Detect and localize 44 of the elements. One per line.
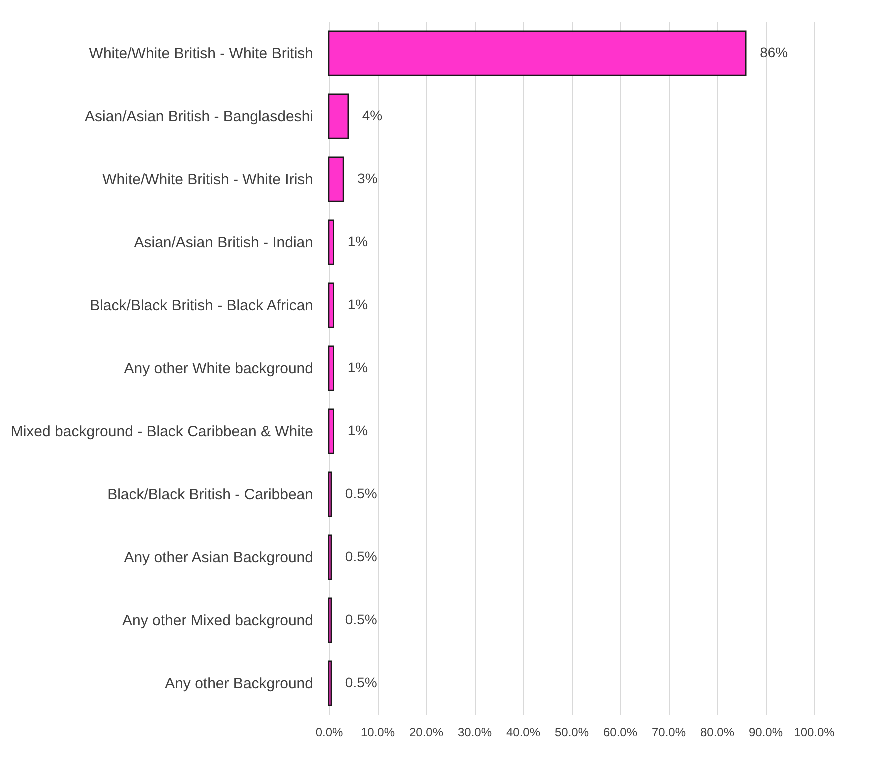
y-tick-label: Any other White background (124, 360, 314, 378)
bar (328, 472, 332, 518)
data-label: 4% (362, 108, 383, 124)
y-tick-label: Any other Mixed background (122, 612, 314, 630)
y-tick-label: Asian/Asian British - Banglasdeshi (85, 108, 314, 126)
bar (328, 660, 332, 706)
bar (328, 94, 350, 140)
data-label: 0.5% (345, 674, 378, 690)
data-label: 86% (760, 44, 788, 60)
y-tick-label: White/White British - White Irish (102, 172, 314, 188)
y-tick-label: Asian/Asian British - Indian (134, 234, 314, 252)
bar (328, 156, 344, 202)
data-label: 1% (348, 234, 368, 250)
x-tick-label: 50.0% (554, 726, 590, 740)
x-tick-label: 70.0% (652, 726, 686, 740)
data-label: 1% (348, 360, 368, 376)
data-label: 1% (348, 296, 368, 312)
data-label: 1% (348, 422, 368, 438)
data-label: 3% (358, 170, 378, 186)
y-tick-label: Any other Background (165, 676, 314, 692)
y-tick-label: Any other Asian Background (124, 550, 314, 566)
bar (328, 220, 334, 266)
y-tick-label: Black/Black British - Black African (90, 298, 314, 314)
x-tick-label: 100.0% (794, 726, 836, 740)
x-tick-label: 90.0% (748, 726, 784, 740)
data-label: 0.5% (345, 486, 378, 502)
bar (328, 408, 334, 454)
data-label: 0.5% (345, 612, 378, 628)
bar (328, 30, 747, 76)
x-tick-label: 60.0% (603, 726, 638, 740)
x-tick-label: 20.0% (409, 726, 444, 740)
x-tick-label: 30.0% (458, 726, 492, 740)
x-tick-label: 0.0% (316, 726, 344, 740)
x-tick-label: 80.0% (700, 726, 735, 740)
y-tick-label: Black/Black British - Caribbean (108, 486, 314, 504)
data-label: 0.5% (345, 548, 378, 564)
y-tick-label: White/White British - White British (89, 46, 314, 62)
y-tick-label: Mixed background - Black Caribbean & White (10, 424, 314, 440)
bar (328, 346, 334, 392)
bar (328, 282, 334, 328)
x-tick-label: 40.0% (506, 726, 541, 740)
bar (328, 598, 332, 644)
x-tick-label: 10.0% (360, 726, 396, 740)
bar (328, 534, 332, 580)
